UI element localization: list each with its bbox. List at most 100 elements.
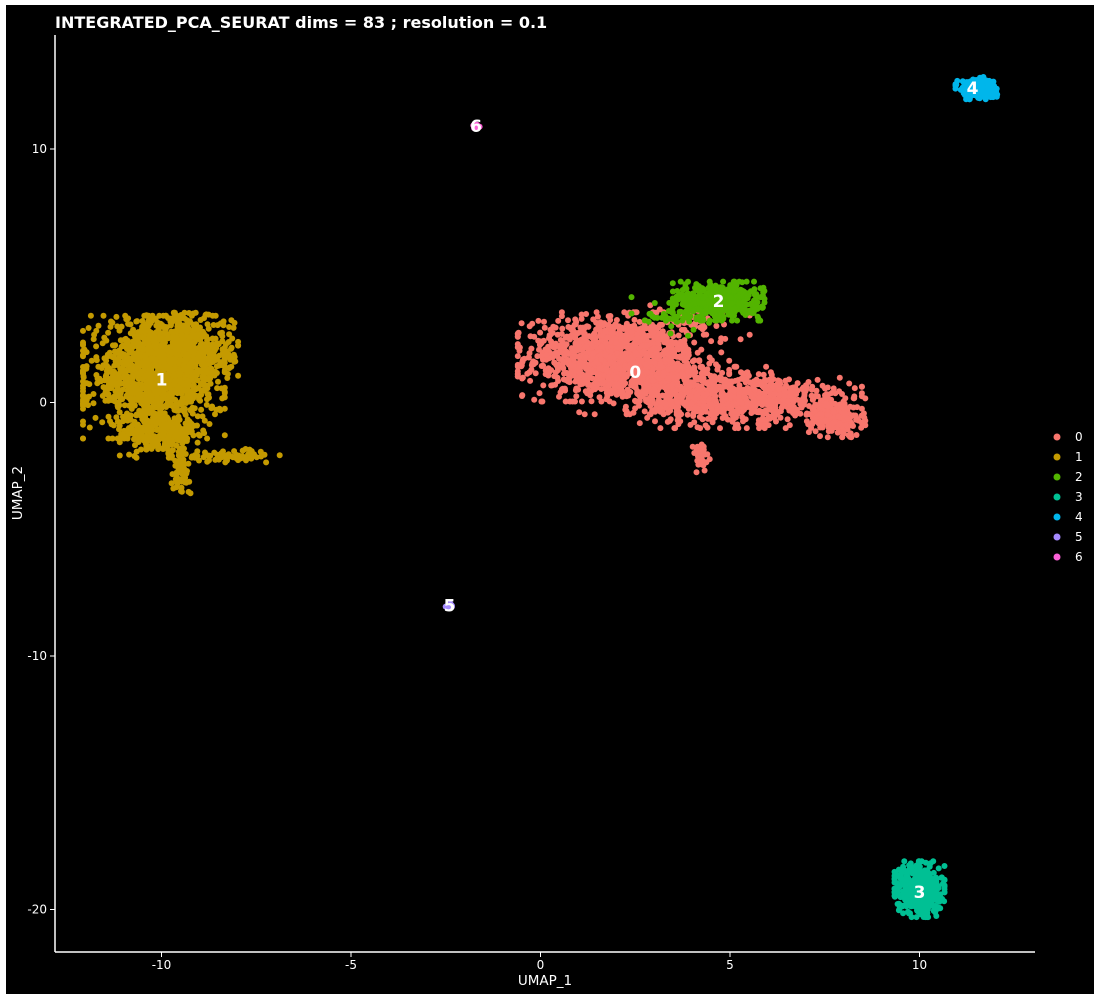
- cell-point-cluster-1: [114, 361, 121, 368]
- cell-point-cluster-1: [206, 350, 213, 357]
- cell-point-cluster-0: [839, 391, 845, 397]
- cell-point-cluster-1: [122, 312, 129, 319]
- cell-point-cluster-1: [125, 320, 132, 327]
- cell-point-cluster-1: [169, 447, 176, 454]
- cell-point-cluster-0: [782, 384, 789, 391]
- cell-point-cluster-1: [138, 446, 144, 453]
- cell-point-cluster-0: [733, 363, 740, 370]
- cell-point-cluster-1: [258, 453, 265, 460]
- cell-point-cluster-0: [812, 428, 819, 435]
- cell-point-cluster-0: [825, 424, 832, 431]
- cell-point-cluster-0: [699, 451, 706, 458]
- cell-point-cluster-1: [179, 460, 186, 467]
- cell-point-cluster-0: [557, 345, 564, 352]
- cell-point-cluster-1: [214, 385, 221, 392]
- cell-point-cluster-1: [171, 309, 178, 316]
- cell-point-cluster-0: [858, 383, 865, 390]
- cell-point-cluster-0: [583, 343, 590, 350]
- cell-point-cluster-0: [685, 349, 692, 356]
- cell-point-cluster-1: [173, 428, 180, 435]
- cell-point-cluster-1: [130, 379, 137, 386]
- cell-point-cluster-0: [605, 375, 612, 382]
- cell-point-cluster-1: [172, 377, 179, 384]
- cell-point-cluster-1: [120, 418, 126, 425]
- cell-point-cluster-1: [228, 453, 235, 460]
- cell-point-cluster-1: [178, 337, 184, 344]
- cell-point-cluster-0: [672, 363, 679, 370]
- cell-point-cluster-2: [734, 293, 741, 300]
- cell-point-cluster-1: [101, 334, 108, 341]
- cell-point-cluster-1: [143, 312, 150, 319]
- cell-point-cluster-1: [105, 377, 112, 384]
- cell-point-cluster-0: [694, 382, 701, 389]
- cell-point-cluster-0: [720, 409, 727, 416]
- cell-point-cluster-1: [102, 385, 109, 392]
- cell-point-cluster-1: [209, 355, 216, 362]
- cell-point-cluster-1: [152, 341, 159, 348]
- cell-point-cluster-0: [817, 433, 823, 440]
- cell-point-cluster-1: [196, 432, 203, 439]
- cell-point-cluster-2: [673, 318, 680, 325]
- cell-point-cluster-0: [578, 398, 585, 405]
- cell-point-cluster-0: [724, 416, 731, 423]
- cell-point-cluster-0: [630, 360, 637, 367]
- cell-point-cluster-1: [145, 342, 152, 349]
- cell-point-cluster-0: [620, 378, 627, 385]
- cell-point-cluster-0: [530, 358, 537, 365]
- cell-point-cluster-1: [172, 457, 179, 464]
- cell-point-cluster-1: [169, 319, 176, 325]
- cell-point-cluster-0: [721, 383, 728, 390]
- cell-point-cluster-1: [167, 356, 174, 362]
- cell-point-cluster-0: [623, 411, 630, 418]
- cell-point-cluster-1: [133, 318, 140, 325]
- cell-point-cluster-1: [207, 375, 214, 382]
- cell-point-cluster-0: [851, 385, 858, 392]
- cell-point-cluster-0: [576, 365, 583, 372]
- cell-point-cluster-1: [215, 378, 221, 385]
- cell-point-cluster-0: [673, 408, 680, 415]
- cell-point-cluster-0: [623, 331, 630, 338]
- cell-point-cluster-1: [147, 376, 154, 383]
- cell-point-cluster-1: [152, 413, 159, 420]
- cell-point-cluster-0: [670, 374, 676, 381]
- cell-point-cluster-2: [662, 313, 669, 320]
- cell-point-cluster-0: [743, 404, 750, 411]
- cell-point-cluster-0: [763, 363, 770, 370]
- cell-point-cluster-2: [665, 308, 672, 314]
- cell-point-cluster-0: [649, 346, 656, 353]
- cell-point-cluster-0: [722, 335, 729, 342]
- cell-point-cluster-2: [667, 330, 674, 337]
- cell-point-cluster-2: [744, 295, 751, 302]
- cell-point-cluster-1: [134, 428, 141, 434]
- cell-point-cluster-0: [607, 358, 614, 365]
- cell-point-cluster-1: [80, 353, 86, 360]
- cell-point-cluster-1: [152, 315, 159, 322]
- cell-point-cluster-0: [761, 422, 768, 429]
- cell-point-cluster-0: [684, 362, 691, 369]
- cell-point-cluster-0: [576, 354, 583, 361]
- cell-point-cluster-0: [532, 370, 539, 377]
- cell-point-cluster-1: [90, 336, 97, 343]
- cell-point-cluster-0: [654, 336, 661, 343]
- cell-point-cluster-1: [121, 336, 128, 343]
- cell-point-cluster-0: [603, 365, 610, 372]
- cell-point-cluster-1: [188, 333, 195, 340]
- cell-point-cluster-0: [518, 320, 525, 327]
- cell-point-cluster-0: [585, 366, 592, 373]
- cell-point-cluster-1: [205, 325, 212, 332]
- cell-point-cluster-0: [536, 390, 543, 397]
- cell-point-cluster-1: [199, 413, 206, 420]
- cell-point-cluster-0: [685, 379, 692, 386]
- cell-point-cluster-1: [195, 385, 202, 391]
- cell-point-cluster-1: [160, 446, 167, 452]
- cell-point-cluster-2: [672, 313, 679, 320]
- cell-point-cluster-0: [699, 444, 706, 451]
- cell-point-cluster-1: [192, 452, 198, 459]
- cell-point-cluster-0: [581, 376, 588, 383]
- cell-point-cluster-0: [549, 342, 555, 349]
- cell-point-cluster-1: [106, 349, 113, 356]
- cell-point-cluster-0: [563, 349, 570, 356]
- cell-point-cluster-0: [657, 425, 664, 432]
- cell-point-cluster-1: [263, 459, 270, 466]
- cell-point-cluster-0: [678, 326, 685, 333]
